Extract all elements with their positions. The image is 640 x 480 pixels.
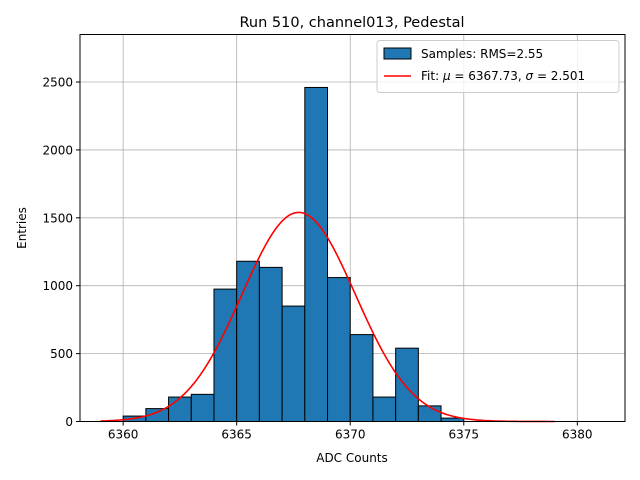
histogram-bar	[281, 305, 306, 422]
legend-fit-prefix: Fit:	[421, 69, 443, 83]
y-tick-label: 0	[65, 415, 73, 429]
histogram-bar	[349, 334, 374, 422]
legend-fit-sigma-symbol: σ	[526, 69, 534, 83]
legend-fit-mu-value: = 6367.73,	[451, 69, 526, 83]
legend-fit-label: Fit: μ = 6367.73, σ = 2.501	[421, 69, 585, 83]
chart-title: Run 510, channel013, Pedestal	[239, 15, 464, 31]
x-tick-label: 6370	[335, 428, 366, 442]
y-tick-label: 1000	[42, 279, 73, 293]
histogram-bar	[395, 347, 419, 422]
y-axis-ticks: 0 500 1000 1500 2000 2500	[42, 76, 80, 429]
y-tick-label: 2000	[42, 143, 73, 157]
legend-fit-sigma-value: = 2.501	[533, 69, 585, 83]
plot-frame	[79, 34, 626, 422]
fit-curve	[100, 211, 555, 423]
histogram-bar	[304, 86, 329, 423]
x-tick-label: 6360	[108, 428, 139, 442]
x-tick-label: 6365	[221, 428, 252, 442]
histogram-bar	[258, 266, 283, 422]
x-tick-label: 6375	[448, 428, 479, 442]
y-tick-label: 1500	[42, 211, 73, 225]
legend-histogram-swatch	[383, 47, 412, 60]
histogram-bar	[236, 260, 260, 423]
y-tick-label: 500	[50, 347, 73, 361]
histogram-bar	[372, 396, 397, 422]
histogram-bars	[122, 86, 465, 423]
x-axis-label: ADC Counts	[316, 451, 388, 465]
x-axis-ticks: 6360 6365 6370 6375 6380	[108, 421, 593, 442]
histogram-bar	[168, 396, 192, 422]
histogram-bar	[417, 405, 442, 423]
y-axis-label: Entries	[15, 207, 29, 249]
y-tick-label: 2500	[42, 76, 73, 90]
legend: Samples: RMS=2.55 Fit: μ = 6367.73, σ = …	[376, 40, 620, 93]
histogram-bar	[213, 288, 238, 422]
histogram-bar	[327, 277, 351, 423]
legend-fit-mu-symbol: μ	[442, 69, 451, 83]
histogram-bar	[190, 393, 215, 422]
x-tick-label: 6380	[562, 428, 593, 442]
legend-histogram-label: Samples: RMS=2.55	[421, 47, 543, 61]
legend-box	[376, 40, 620, 93]
